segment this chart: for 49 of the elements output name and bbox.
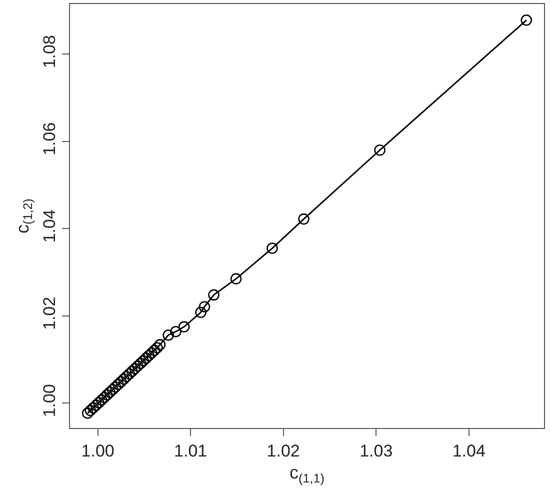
- x-tick-label: 1.00: [81, 441, 114, 460]
- point: [84, 404, 96, 416]
- point: [170, 326, 182, 338]
- point: [266, 242, 278, 254]
- point: [112, 378, 124, 390]
- point: [298, 213, 310, 225]
- point: [88, 402, 99, 414]
- point: [124, 368, 136, 380]
- point: [148, 344, 160, 356]
- point: [96, 394, 108, 406]
- point: [195, 306, 206, 318]
- point: [98, 392, 110, 404]
- point: [82, 408, 94, 419]
- point: [126, 366, 138, 377]
- y-tick-label: 1.02: [40, 296, 60, 330]
- x-axis-title: c$_{(1,1)}$: [290, 462, 324, 486]
- y-tick-label: 1.00: [40, 384, 60, 418]
- point: [152, 342, 163, 354]
- point: [198, 301, 210, 312]
- point: [230, 273, 242, 284]
- x-tick-label: 1.03: [360, 441, 393, 460]
- point: [132, 360, 144, 372]
- point: [520, 14, 532, 26]
- point: [178, 321, 190, 332]
- y-tick-label: 1.04: [40, 210, 60, 243]
- point: [129, 363, 141, 374]
- point: [146, 347, 158, 359]
- point: [93, 397, 104, 408]
- point: [154, 339, 166, 350]
- x-tick-label: 1.02: [266, 441, 300, 460]
- point: [138, 355, 149, 366]
- y-tick-label: 1.08: [40, 35, 60, 68]
- y-tick-label: 1.06: [40, 122, 60, 156]
- point: [140, 352, 152, 364]
- point: [118, 373, 130, 385]
- point: [374, 144, 386, 156]
- point: [110, 381, 122, 393]
- point: [162, 329, 174, 341]
- point: [90, 400, 102, 411]
- point: [107, 384, 118, 396]
- point: [115, 376, 127, 388]
- x-tick-label: 1.01: [174, 441, 208, 460]
- point: [101, 389, 113, 400]
- point: [143, 350, 154, 362]
- point: [104, 386, 116, 398]
- point: [208, 289, 220, 301]
- point: [120, 370, 132, 382]
- x-tick-label: 1.04: [452, 441, 486, 460]
- point: [134, 358, 146, 370]
